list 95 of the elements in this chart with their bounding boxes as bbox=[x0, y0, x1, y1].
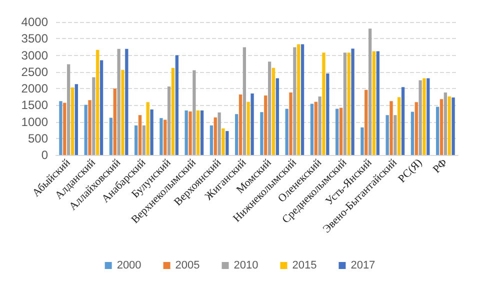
bar bbox=[70, 88, 74, 155]
bar bbox=[138, 115, 142, 155]
bar bbox=[339, 108, 343, 155]
legend-label: 2010 bbox=[234, 260, 258, 272]
bar bbox=[210, 125, 214, 155]
bar bbox=[196, 110, 200, 155]
bar bbox=[238, 94, 242, 155]
bar bbox=[146, 102, 150, 155]
legend-label: 2017 bbox=[350, 260, 376, 272]
bar bbox=[171, 68, 175, 155]
bar bbox=[84, 104, 88, 155]
bar bbox=[318, 96, 322, 155]
y-tick-label: 2500 bbox=[21, 64, 48, 79]
bar bbox=[246, 102, 250, 155]
bar bbox=[63, 102, 66, 155]
bar bbox=[401, 87, 405, 155]
bar bbox=[88, 100, 92, 155]
bar bbox=[452, 97, 455, 155]
bar bbox=[184, 110, 188, 155]
bar bbox=[192, 70, 196, 155]
bar bbox=[92, 77, 96, 155]
bar bbox=[414, 102, 418, 155]
bar bbox=[59, 101, 62, 155]
bar bbox=[310, 104, 314, 155]
legend-label: 2015 bbox=[292, 260, 317, 272]
bar bbox=[426, 78, 430, 155]
bar bbox=[214, 117, 217, 155]
bar bbox=[386, 115, 389, 155]
bar bbox=[398, 97, 401, 155]
bar bbox=[293, 47, 296, 155]
bar bbox=[74, 84, 78, 155]
bar bbox=[390, 101, 393, 155]
bar bbox=[314, 102, 318, 155]
bar bbox=[364, 90, 368, 155]
y-tick-label: 4000 bbox=[21, 15, 48, 29]
bar bbox=[188, 111, 192, 155]
bar bbox=[117, 48, 120, 155]
bar bbox=[242, 47, 246, 155]
y-tick-label: 1000 bbox=[21, 114, 48, 129]
bar bbox=[250, 93, 254, 155]
y-tick-label: 3000 bbox=[21, 48, 48, 62]
bar bbox=[336, 108, 339, 155]
bar bbox=[410, 112, 414, 155]
y-tick-label: 500 bbox=[28, 131, 48, 146]
bar bbox=[109, 118, 113, 155]
bar bbox=[436, 106, 440, 155]
bar bbox=[297, 44, 300, 155]
y-tick-label: 1500 bbox=[21, 98, 48, 112]
legend-label: 2000 bbox=[116, 260, 142, 272]
bar bbox=[142, 125, 146, 155]
bar bbox=[96, 50, 100, 155]
bar bbox=[264, 95, 268, 155]
bar bbox=[260, 112, 264, 155]
bar bbox=[226, 131, 229, 155]
bar bbox=[360, 127, 364, 155]
bar bbox=[167, 86, 171, 155]
bar bbox=[121, 70, 124, 155]
bar bbox=[300, 44, 304, 155]
bar bbox=[448, 96, 451, 155]
bar bbox=[160, 118, 163, 155]
bar bbox=[235, 114, 238, 155]
bar bbox=[343, 52, 347, 155]
y-tick-label: 3500 bbox=[21, 32, 48, 46]
y-tick-label: 2000 bbox=[21, 82, 48, 96]
bar bbox=[164, 120, 167, 155]
bar bbox=[276, 78, 279, 155]
legend-label: 2005 bbox=[175, 260, 200, 272]
bar bbox=[347, 52, 350, 155]
bar bbox=[322, 52, 326, 155]
bar bbox=[289, 92, 292, 155]
bar bbox=[372, 51, 376, 155]
bar bbox=[376, 51, 380, 155]
bar bbox=[100, 60, 104, 155]
bar bbox=[200, 110, 204, 155]
bar bbox=[444, 92, 448, 155]
bar bbox=[272, 68, 276, 155]
bar bbox=[422, 78, 426, 155]
bar bbox=[150, 109, 154, 155]
y-tick-label: 0 bbox=[41, 148, 48, 162]
bar bbox=[268, 62, 272, 155]
bar bbox=[125, 48, 128, 155]
bar bbox=[218, 112, 221, 155]
bar bbox=[326, 74, 330, 155]
bar bbox=[113, 88, 116, 155]
bar bbox=[418, 80, 422, 155]
bar bbox=[285, 108, 288, 155]
bar bbox=[351, 48, 354, 155]
x-tick-label: РФ bbox=[430, 156, 450, 176]
bar bbox=[222, 128, 225, 155]
bar bbox=[368, 28, 372, 155]
bar bbox=[175, 55, 178, 155]
bar bbox=[394, 115, 397, 155]
bar bbox=[134, 125, 138, 155]
bar bbox=[66, 64, 70, 155]
bar bbox=[440, 99, 444, 155]
